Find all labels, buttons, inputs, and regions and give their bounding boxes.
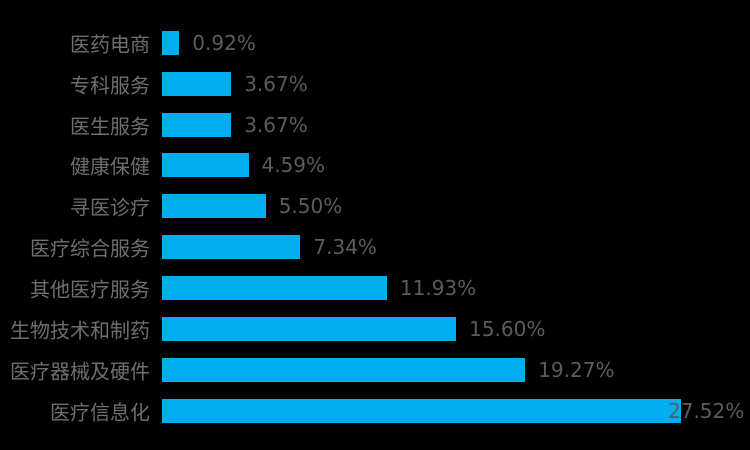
bar-row: 其他医疗服务 11.93% — [0, 268, 750, 309]
bar-row: 医药电商 0.92% — [0, 23, 750, 64]
category-label: 生物技术和制药 — [10, 318, 150, 343]
value-label: 4.59% — [261, 153, 326, 178]
bar — [162, 398, 681, 423]
value-label: 3.67% — [244, 112, 308, 137]
category-label: 其他医疗服务 — [30, 277, 150, 302]
bar-chart: 医药电商 0.92% 专科服务 3.67% 医生服务 3.67% 健康保健 4.… — [0, 23, 750, 431]
category-label: 医生服务 — [70, 114, 150, 139]
value-label: 15.60% — [469, 316, 546, 341]
bar-row: 医疗信息化 27.52% — [0, 390, 750, 431]
bar — [162, 235, 301, 260]
category-label: 寻医诊疗 — [70, 195, 150, 220]
category-label: 健康保健 — [70, 154, 150, 179]
bar — [162, 357, 526, 382]
bar — [162, 71, 232, 96]
category-label: 专科服务 — [70, 73, 150, 98]
bar-row: 医生服务 3.67% — [0, 104, 750, 145]
value-label: 27.52% — [668, 398, 745, 423]
bar — [162, 153, 249, 178]
bar — [162, 194, 266, 219]
category-label: 医疗信息化 — [50, 400, 150, 425]
bar — [162, 112, 232, 137]
value-label: 3.67% — [244, 71, 308, 96]
bar-row: 医疗综合服务 7.34% — [0, 227, 750, 268]
value-label: 0.92% — [192, 30, 256, 55]
value-label: 7.34% — [313, 235, 377, 260]
bar — [162, 275, 387, 300]
bar-row: 医疗器械及硬件 19.27% — [0, 349, 750, 390]
bar-row: 生物技术和制药 15.60% — [0, 308, 750, 349]
bar — [162, 30, 180, 55]
bar-row: 健康保健 4.59% — [0, 145, 750, 186]
value-label: 11.93% — [399, 275, 477, 300]
bar-row: 寻医诊疗 5.50% — [0, 186, 750, 227]
category-label: 医药电商 — [70, 32, 150, 57]
value-label: 5.50% — [278, 194, 343, 219]
category-label: 医疗综合服务 — [30, 236, 150, 261]
category-label: 医疗器械及硬件 — [10, 359, 150, 384]
bar-row: 专科服务 3.67% — [0, 63, 750, 104]
bar — [162, 316, 457, 341]
value-label: 19.27% — [538, 357, 615, 382]
